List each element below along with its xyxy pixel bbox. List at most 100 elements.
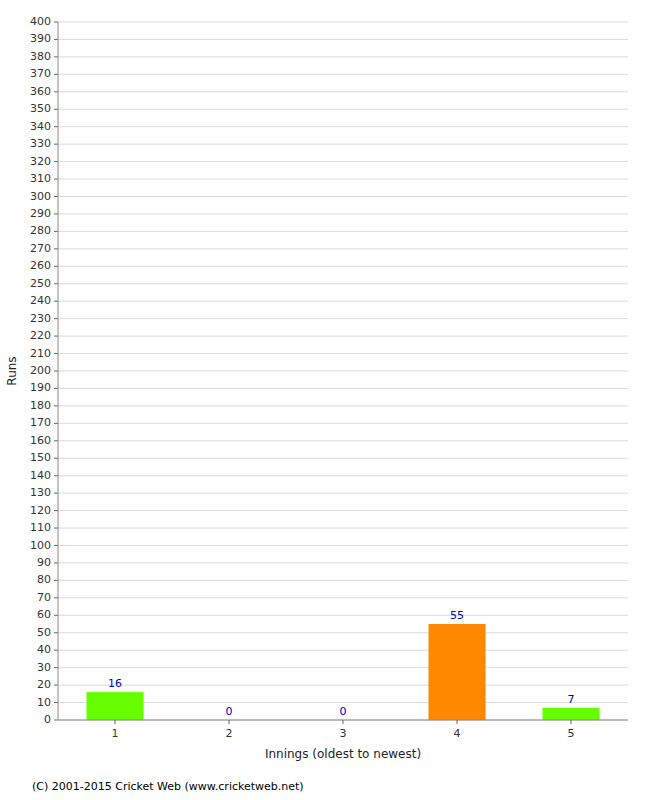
y-tick-label: 70 [37, 591, 51, 604]
y-tick [54, 283, 58, 284]
x-tick [229, 720, 230, 724]
y-tick-label: 290 [30, 207, 51, 220]
y-tick [54, 562, 58, 563]
y-tick [54, 667, 58, 668]
y-tick [54, 179, 58, 180]
chart-container: 0102030405060708090100110120130140150160… [0, 0, 650, 800]
x-tick [571, 720, 572, 724]
y-axis-label: Runs [5, 356, 19, 385]
y-tick [54, 161, 58, 162]
grid-line [58, 667, 628, 668]
data-label: 0 [340, 705, 347, 718]
grid-line [58, 405, 628, 406]
y-tick-label: 160 [30, 434, 51, 447]
grid-line [58, 74, 628, 75]
y-tick-label: 230 [30, 312, 51, 325]
y-tick [54, 580, 58, 581]
y-tick [54, 301, 58, 302]
y-tick [54, 475, 58, 476]
data-label: 16 [108, 677, 122, 690]
y-tick-label: 140 [30, 469, 51, 482]
y-tick-label: 180 [30, 399, 51, 412]
y-tick [54, 528, 58, 529]
y-tick-label: 250 [30, 277, 51, 290]
data-label: 0 [226, 705, 233, 718]
y-tick-label: 270 [30, 242, 51, 255]
grid-line [58, 126, 628, 127]
y-tick-label: 90 [37, 556, 51, 569]
y-tick-label: 170 [30, 416, 51, 429]
y-tick-label: 310 [30, 172, 51, 185]
grid-line [58, 545, 628, 546]
grid-line [58, 213, 628, 214]
y-tick [54, 91, 58, 92]
y-tick-label: 320 [30, 155, 51, 168]
x-axis-label: Innings (oldest to newest) [265, 747, 421, 761]
y-tick [54, 423, 58, 424]
y-tick [54, 440, 58, 441]
y-tick-label: 40 [37, 643, 51, 656]
y-tick-label: 390 [30, 32, 51, 45]
x-tick [343, 720, 344, 724]
grid-line [58, 336, 628, 337]
grid-line [58, 510, 628, 511]
y-tick [54, 510, 58, 511]
grid-line [58, 179, 628, 180]
grid-line [58, 650, 628, 651]
data-label: 55 [450, 609, 464, 622]
data-label: 7 [568, 693, 575, 706]
y-tick-label: 370 [30, 67, 51, 80]
y-tick-label: 10 [37, 696, 51, 709]
grid-line [58, 22, 628, 23]
grid-line [58, 475, 628, 476]
grid-line [58, 196, 628, 197]
grid-line [58, 388, 628, 389]
y-tick [54, 650, 58, 651]
y-tick [54, 266, 58, 267]
grid-line [58, 283, 628, 284]
y-tick-label: 20 [37, 678, 51, 691]
y-tick-label: 220 [30, 329, 51, 342]
grid-line [58, 266, 628, 267]
y-tick-label: 190 [30, 381, 51, 394]
grid-line [58, 39, 628, 40]
y-tick [54, 126, 58, 127]
y-tick-label: 30 [37, 661, 51, 674]
y-tick [54, 720, 58, 721]
y-tick-label: 400 [30, 15, 51, 28]
y-tick-label: 100 [30, 539, 51, 552]
grid-line [58, 301, 628, 302]
y-tick-label: 240 [30, 294, 51, 307]
y-tick-label: 350 [30, 102, 51, 115]
y-tick-label: 380 [30, 50, 51, 63]
grid-line [58, 161, 628, 162]
y-tick [54, 545, 58, 546]
grid-line [58, 371, 628, 372]
y-tick [54, 597, 58, 598]
x-tick-label: 5 [568, 727, 575, 740]
y-tick [54, 353, 58, 354]
grid-line [58, 458, 628, 459]
y-tick [54, 56, 58, 57]
y-tick [54, 213, 58, 214]
grid-line [58, 562, 628, 563]
y-tick-label: 280 [30, 224, 51, 237]
y-tick [54, 458, 58, 459]
y-tick [54, 685, 58, 686]
grid-line [58, 685, 628, 686]
y-tick-label: 50 [37, 626, 51, 639]
y-tick [54, 371, 58, 372]
y-tick [54, 405, 58, 406]
y-tick [54, 318, 58, 319]
x-tick [115, 720, 116, 724]
x-tick-label: 2 [226, 727, 233, 740]
grid-line [58, 56, 628, 57]
grid-line [58, 318, 628, 319]
y-tick [54, 248, 58, 249]
x-tick-label: 3 [340, 727, 347, 740]
y-tick-label: 150 [30, 451, 51, 464]
chart-svg: 0102030405060708090100110120130140150160… [0, 0, 650, 800]
footer: (C) 2001-2015 Cricket Web (www.cricketwe… [32, 780, 304, 793]
y-tick-label: 80 [37, 573, 51, 586]
grid-line [58, 615, 628, 616]
